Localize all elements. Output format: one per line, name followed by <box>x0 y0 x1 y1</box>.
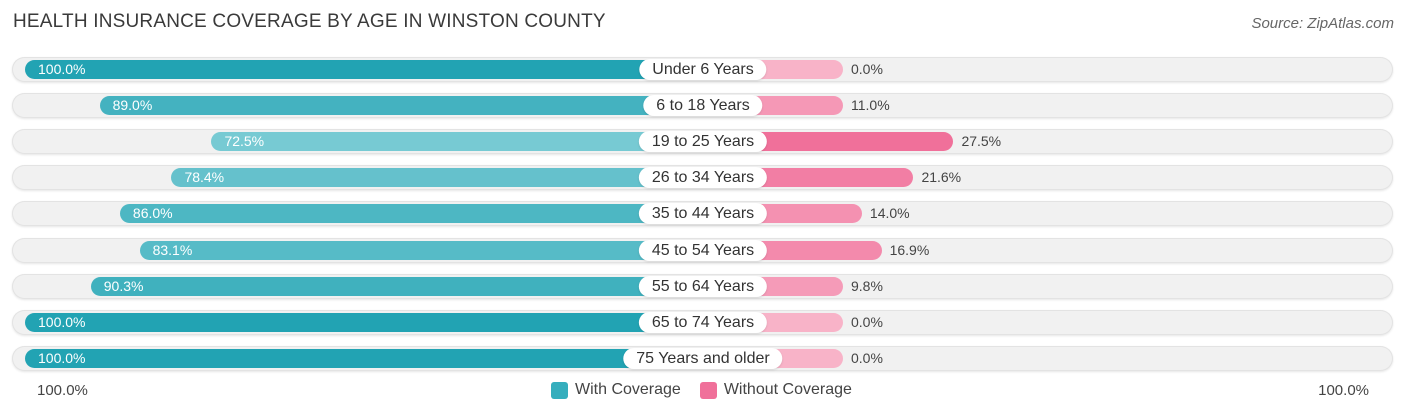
legend: With Coverage Without Coverage <box>551 381 871 399</box>
category-label: 45 to 54 Years <box>638 239 768 261</box>
bar-with-coverage[interactable] <box>25 349 703 369</box>
value-label-with-coverage: 89.0% <box>112 96 153 113</box>
value-label-with-coverage: 100.0% <box>38 350 86 367</box>
value-label-without-coverage: 11.0% <box>851 96 890 113</box>
category-label: Under 6 Years <box>639 58 767 80</box>
bar-with-coverage[interactable] <box>25 59 703 79</box>
source-label: Source: ZipAtlas.com <box>1251 15 1394 32</box>
value-label-with-coverage: 72.5% <box>224 132 265 149</box>
value-label-without-coverage: 0.0% <box>851 313 883 330</box>
value-label-with-coverage: 78.4% <box>184 169 225 186</box>
value-label-with-coverage: 90.3% <box>103 277 144 294</box>
value-label-without-coverage: 9.8% <box>851 277 883 294</box>
value-label-with-coverage: 83.1% <box>152 241 193 258</box>
legend-swatch-with-coverage <box>551 381 568 399</box>
bar-with-coverage[interactable] <box>99 95 703 115</box>
value-label-with-coverage: 100.0% <box>38 313 86 330</box>
chart-plot-area: 100.0% 0.0% Under 6 Years 89.0% 11.0% 6 to 18… <box>12 56 1393 372</box>
chart-title: HEALTH INSURANCE COVERAGE BY AGE IN WINS… <box>13 11 606 32</box>
value-label-with-coverage: 100.0% <box>38 60 86 77</box>
bar-with-coverage[interactable] <box>119 204 703 224</box>
bar-with-coverage[interactable] <box>211 131 703 151</box>
value-label-without-coverage: 16.9% <box>889 241 930 258</box>
value-label-with-coverage: 86.0% <box>132 205 173 222</box>
category-label: 35 to 44 Years <box>638 203 768 225</box>
legend-item-with-coverage: With Coverage <box>551 381 681 399</box>
category-label: 19 to 25 Years <box>638 130 768 152</box>
legend-item-without-coverage: Without Coverage <box>699 381 852 399</box>
value-label-without-coverage: 0.0% <box>851 350 883 367</box>
legend-label-with-coverage: With Coverage <box>575 381 681 398</box>
category-label: 75 Years and older <box>623 348 783 370</box>
value-label-without-coverage: 14.0% <box>869 205 910 222</box>
category-label: 65 to 74 Years <box>638 311 768 333</box>
value-label-without-coverage: 0.0% <box>851 60 883 77</box>
bar-with-coverage[interactable] <box>171 168 703 188</box>
bar-with-coverage[interactable] <box>25 312 703 332</box>
category-label: 6 to 18 Years <box>643 94 763 116</box>
category-label: 55 to 64 Years <box>638 275 768 297</box>
category-label: 26 to 34 Years <box>638 167 768 189</box>
axis-left-label: 100.0% <box>37 382 88 399</box>
value-label-without-coverage: 27.5% <box>961 132 1002 149</box>
bar-with-coverage[interactable] <box>90 276 703 296</box>
bar-with-coverage[interactable] <box>139 240 703 260</box>
value-label-without-coverage: 21.6% <box>921 169 962 186</box>
legend-swatch-without-coverage <box>699 381 717 399</box>
legend-label-without-coverage: Without Coverage <box>723 381 852 398</box>
axis-right-label: 100.0% <box>1318 382 1369 399</box>
